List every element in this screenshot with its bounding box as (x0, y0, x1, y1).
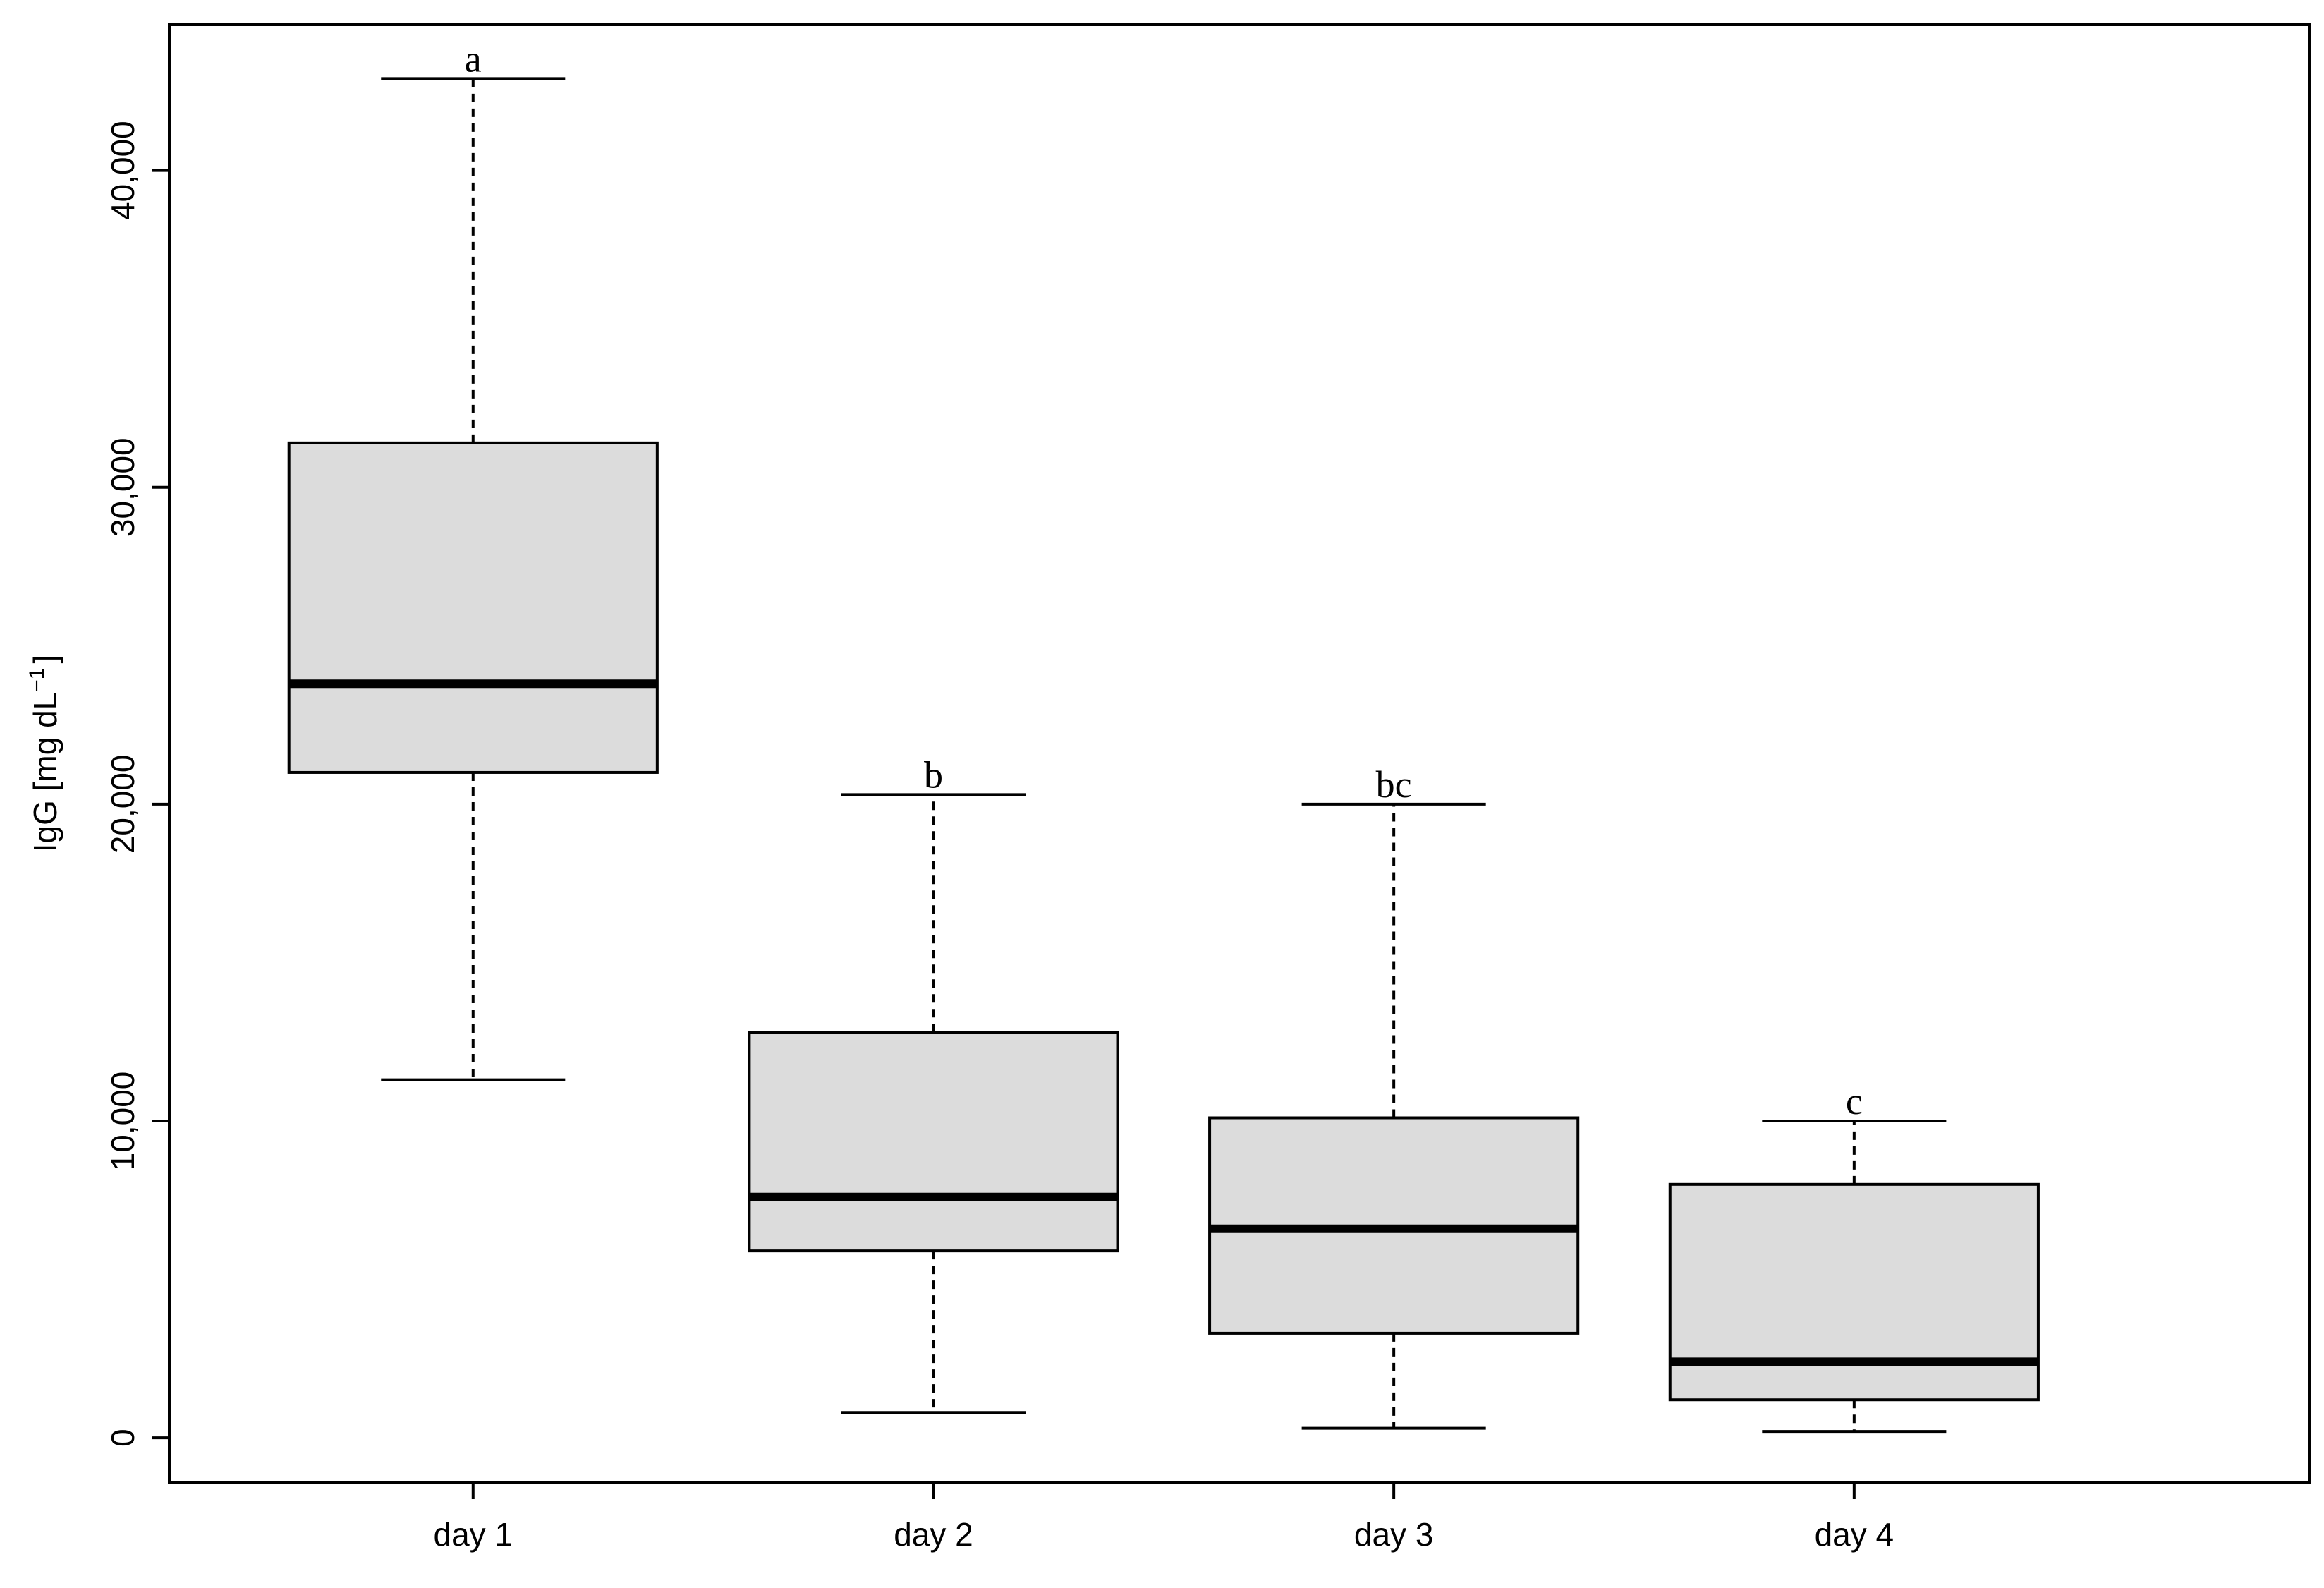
significance-letter: b (924, 753, 943, 796)
box-rect (1668, 1182, 2040, 1402)
y-tick-label: 30,000 (104, 437, 141, 537)
y-axis-label-main: IgG [mg dL (27, 692, 63, 853)
box-rect (287, 441, 659, 774)
y-tick-label: 10,000 (104, 1072, 141, 1171)
box-rect (748, 1031, 1119, 1253)
y-axis-label: IgG [mg dL−1] (25, 655, 63, 853)
box-2: b (748, 753, 1119, 1414)
box-1: a (287, 37, 659, 1081)
x-tick-label: day 2 (894, 1516, 973, 1553)
x-tick-label: day 3 (1354, 1516, 1434, 1553)
y-axis: 0 10,000 20,000 30,000 40,000 (104, 121, 171, 1447)
x-axis: day 1 day 2 day 3 day 4 (434, 1481, 1894, 1553)
x-tick-label: day 1 (434, 1516, 513, 1553)
y-tick-label: 20,000 (104, 755, 141, 854)
x-tick-label: day 4 (1815, 1516, 1894, 1553)
significance-letter: c (1846, 1080, 1863, 1122)
y-tick-label: 0 (104, 1429, 141, 1447)
box-3: bc (1208, 763, 1580, 1430)
y-tick-label: 40,000 (104, 121, 141, 220)
boxes: a b bc c (287, 37, 2040, 1434)
y-axis-label-close: ] (27, 655, 63, 664)
significance-letter: a (465, 37, 482, 80)
y-axis-label-superscript: −1 (25, 668, 49, 692)
significance-letter: bc (1376, 763, 1412, 806)
box-4: c (1668, 1080, 2040, 1434)
